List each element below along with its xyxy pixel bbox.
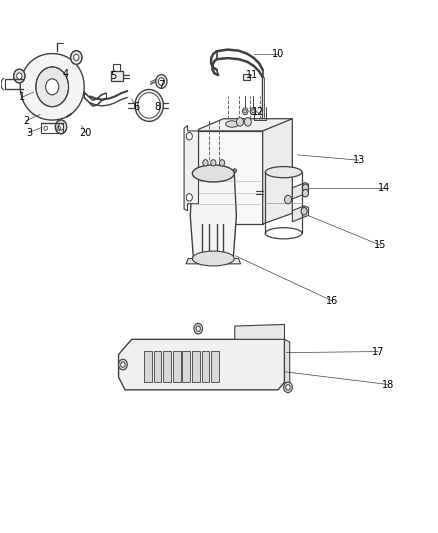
Circle shape	[155, 75, 167, 88]
Polygon shape	[285, 340, 290, 385]
Polygon shape	[186, 259, 240, 264]
Text: 13: 13	[353, 155, 365, 165]
Text: 20: 20	[80, 127, 92, 138]
Polygon shape	[242, 108, 248, 115]
Circle shape	[158, 78, 164, 85]
Polygon shape	[292, 182, 308, 199]
Circle shape	[286, 385, 290, 390]
Text: 4: 4	[62, 69, 68, 79]
Text: 11: 11	[246, 70, 258, 80]
Polygon shape	[198, 119, 292, 131]
Circle shape	[237, 118, 244, 126]
Text: 15: 15	[374, 240, 387, 250]
Circle shape	[284, 382, 292, 393]
Circle shape	[121, 362, 125, 367]
Polygon shape	[163, 351, 171, 382]
Circle shape	[219, 160, 225, 166]
Text: 17: 17	[372, 346, 385, 357]
Circle shape	[302, 189, 308, 197]
Polygon shape	[184, 126, 198, 211]
Circle shape	[244, 118, 251, 126]
Text: 5: 5	[110, 71, 117, 81]
Circle shape	[119, 359, 127, 370]
Circle shape	[194, 324, 203, 334]
Polygon shape	[182, 351, 190, 382]
Text: 10: 10	[272, 49, 284, 59]
Text: 1: 1	[18, 92, 25, 102]
Text: 12: 12	[252, 107, 265, 117]
Circle shape	[233, 168, 237, 173]
Circle shape	[46, 79, 59, 95]
Polygon shape	[20, 53, 84, 120]
Circle shape	[301, 207, 307, 215]
Polygon shape	[292, 206, 308, 222]
Circle shape	[17, 73, 22, 79]
Circle shape	[244, 110, 247, 113]
Polygon shape	[153, 351, 161, 382]
Polygon shape	[190, 173, 237, 259]
Circle shape	[211, 160, 216, 166]
Polygon shape	[211, 351, 219, 382]
Circle shape	[186, 193, 192, 201]
Circle shape	[36, 67, 68, 107]
Text: 14: 14	[378, 183, 390, 193]
Text: 8: 8	[154, 102, 160, 112]
Text: 18: 18	[382, 379, 395, 390]
Polygon shape	[198, 131, 263, 224]
Polygon shape	[263, 119, 292, 224]
Circle shape	[55, 120, 67, 134]
Polygon shape	[144, 351, 152, 382]
Ellipse shape	[226, 121, 239, 127]
Ellipse shape	[265, 166, 302, 177]
Circle shape	[196, 326, 201, 332]
Polygon shape	[192, 351, 200, 382]
Circle shape	[58, 124, 64, 130]
Ellipse shape	[192, 165, 234, 182]
Ellipse shape	[192, 251, 234, 266]
Ellipse shape	[138, 93, 160, 118]
Text: 7: 7	[158, 80, 165, 90]
Circle shape	[71, 51, 82, 64]
Circle shape	[74, 54, 79, 61]
Circle shape	[252, 110, 254, 113]
Circle shape	[302, 184, 308, 191]
Polygon shape	[235, 325, 285, 340]
Circle shape	[186, 133, 192, 140]
Polygon shape	[119, 340, 285, 390]
Bar	[243, 74, 250, 80]
Circle shape	[285, 195, 291, 204]
Bar	[111, 71, 123, 82]
Text: 16: 16	[326, 296, 339, 306]
Text: 2: 2	[23, 116, 29, 126]
Circle shape	[203, 160, 208, 166]
Ellipse shape	[135, 90, 163, 122]
Text: 3: 3	[26, 127, 32, 138]
Ellipse shape	[265, 228, 302, 239]
Polygon shape	[250, 108, 256, 115]
Circle shape	[14, 69, 25, 83]
Text: 6: 6	[133, 102, 139, 112]
Polygon shape	[173, 351, 180, 382]
Polygon shape	[201, 351, 209, 382]
